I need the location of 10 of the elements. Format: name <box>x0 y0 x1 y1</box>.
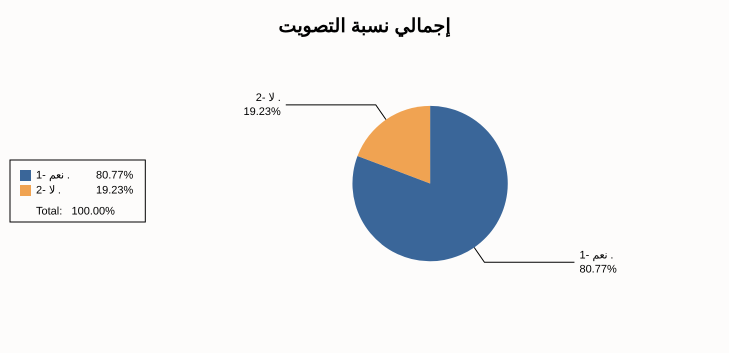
legend-label: 1- نعم . <box>36 170 70 182</box>
text: 19.23% <box>96 184 134 196</box>
text: 80.77% <box>96 170 134 182</box>
data-label: 19.23% <box>243 106 281 118</box>
chart-title: إجمالي نسبة التصويت <box>278 16 450 38</box>
text: Total: 100.00% <box>36 206 116 218</box>
slice-label: 1- نعم . <box>579 249 614 262</box>
legend-label: 2- لا . <box>36 184 61 196</box>
data-label: 80.77% <box>579 263 617 276</box>
slice-label: 2- لا . <box>256 92 281 104</box>
